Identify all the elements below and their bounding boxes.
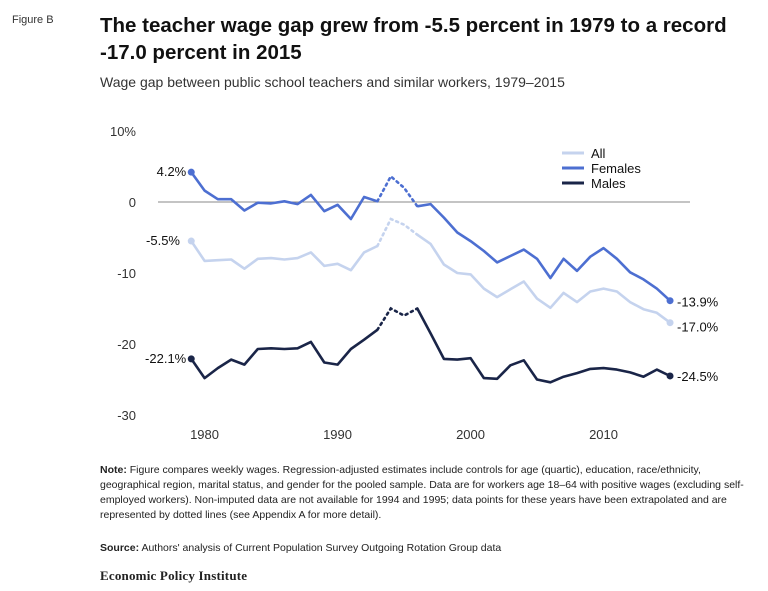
series-line-all — [190, 240, 378, 272]
series-dotted-females — [376, 174, 419, 208]
series-line-females — [417, 202, 671, 302]
line-chart: 10% 0 -10 -20 -30 1980 1990 2000 2010 -17.0% -13.9… — [110, 124, 719, 442]
series-line-all — [416, 233, 671, 324]
series-dotted-all — [376, 217, 419, 248]
brand-logo-text: Economic Policy Institute — [100, 568, 248, 583]
start-label-all: -5.5% — [146, 233, 180, 248]
start-label-females: 4.2% — [157, 164, 187, 179]
end-label-all: -17.0% — [677, 320, 719, 335]
legend-label-males: Males — [591, 176, 626, 191]
y-tick-label: -20 — [117, 337, 136, 352]
x-tick-label: 2000 — [456, 427, 485, 442]
chart-source: Source: Authors' analysis of Current Pop… — [100, 542, 750, 554]
x-tick-label: 1980 — [190, 427, 219, 442]
y-tick-label: -30 — [117, 408, 136, 423]
series-line-males — [190, 328, 379, 380]
x-tick-label: 2010 — [589, 427, 618, 442]
end-point-all — [666, 319, 674, 327]
notes-text: Figure compares weekly wages. Regression… — [100, 464, 744, 521]
notes-label: Note: — [100, 464, 127, 476]
chart-title: The teacher wage gap grew from -5.5 perc… — [100, 14, 727, 64]
source-text: Authors' analysis of Current Population … — [141, 542, 502, 554]
start-point-all — [187, 237, 195, 245]
y-tick-label: -10 — [117, 266, 136, 281]
series-line-males — [416, 307, 671, 384]
end-point-females — [666, 297, 674, 305]
y-tick-label: 0 — [129, 195, 136, 210]
start-point-females — [187, 168, 195, 176]
start-label-males: -22.1% — [145, 351, 187, 366]
series-dotted-males — [376, 306, 419, 332]
x-tick-label: 1990 — [323, 427, 352, 442]
legend-label-all: All — [591, 146, 606, 161]
chart-subtitle: Wage gap between public school teachers … — [100, 74, 565, 90]
end-label-females: -13.9% — [677, 295, 719, 310]
start-point-males — [187, 355, 195, 363]
legend-label-females: Females — [591, 161, 641, 176]
chart-notes: Note: Figure compares weekly wages. Regr… — [100, 463, 750, 523]
series-line-females — [190, 171, 378, 221]
end-point-males — [666, 372, 674, 380]
source-label: Source: — [100, 542, 140, 554]
figure-label: Figure B — [12, 14, 54, 26]
end-label-males: -24.5% — [677, 369, 719, 384]
y-tick-label: 10% — [110, 124, 136, 139]
